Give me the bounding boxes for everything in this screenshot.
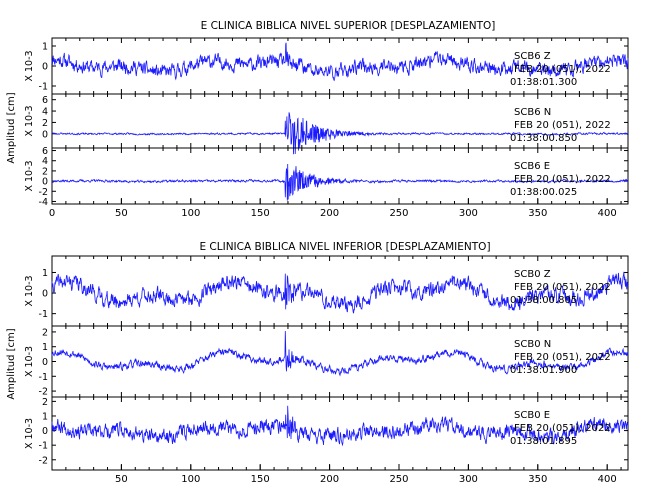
x-tick-label: 50 xyxy=(115,208,128,219)
station-label: SCB0 E xyxy=(514,410,550,421)
y-tick-label: 4 xyxy=(42,156,48,167)
station-label: SCB0 N xyxy=(514,339,551,350)
y-tick-label: -2 xyxy=(39,187,48,198)
panel-scb0-z: -1 0 1 X 10-3 SCB0 Z FEB 20 (051), 2022 01:38:… xyxy=(24,255,629,327)
panel-scale-label: X 10-3 xyxy=(24,105,35,136)
y-tick-label: -1 xyxy=(39,309,48,320)
panel-frame xyxy=(51,396,629,471)
x-tick-label: 400 xyxy=(598,208,617,219)
station-label: SCB6 Z xyxy=(514,51,551,62)
waveform-trace xyxy=(51,42,629,82)
x-tick-label: 300 xyxy=(459,208,478,219)
y-tick-label: -1 xyxy=(39,82,48,93)
station-label: SCB0 Z xyxy=(514,269,551,280)
chart-upper-level: E CLINICA BIBLICA NIVEL SUPERIOR [DESPLA… xyxy=(6,20,629,219)
y-tick-label: 0 xyxy=(42,357,48,368)
x-tick-label: 150 xyxy=(251,208,270,219)
panel-scb0-e: -2 -1 0 1 2 X 10-3 SCB0 E FEB 20 (051), 2022 01:… xyxy=(24,396,629,471)
y-tick-label: 1 xyxy=(42,411,48,422)
x-tick-label: 250 xyxy=(389,208,408,219)
y-tick-label: 2 xyxy=(42,118,48,129)
x-tick-label: 100 xyxy=(181,474,200,485)
panel-scale-label: X 10-3 xyxy=(24,346,35,377)
y-tick-label: 2 xyxy=(42,166,48,177)
date-label: FEB 20 (051), 2022 xyxy=(514,352,611,363)
x-tick-label: 0 xyxy=(49,208,55,219)
y-tick-label: 2 xyxy=(42,327,48,338)
panel-scb0-n: -2 -1 0 1 2 X 10-3 SCB0 N FEB 20 (051), 2022 01:… xyxy=(24,325,629,398)
y-tick-label: -2 xyxy=(39,455,48,466)
x-tick-label: 400 xyxy=(598,474,617,485)
chart-title: E CLINICA BIBLICA NIVEL SUPERIOR [DESPLA… xyxy=(201,20,496,32)
waveform-trace xyxy=(51,163,629,201)
chart-lower-level: E CLINICA BIBLICA NIVEL INFERIOR [DESPLA… xyxy=(6,241,629,485)
y-tick-label: 0 xyxy=(42,129,48,140)
x-tick-label: 200 xyxy=(320,474,339,485)
y-tick-label: 4 xyxy=(42,107,48,118)
y-tick-label: 0 xyxy=(42,177,48,188)
time-label: 01:38:00.850 xyxy=(510,133,577,144)
panel-scale-label: X 10-3 xyxy=(24,50,35,81)
panel-frame xyxy=(51,147,629,205)
y-tick-label: -1 xyxy=(39,441,48,452)
y-tick-label: -2 xyxy=(39,387,48,398)
y-axis-label: Amplitud [cm] xyxy=(6,328,17,399)
y-tick-label: 1 xyxy=(42,42,48,53)
waveform-trace xyxy=(51,405,629,447)
y-tick-label: -4 xyxy=(39,197,48,208)
date-label: FEB 20 (051), 2022 xyxy=(514,174,611,185)
y-tick-label: 2 xyxy=(42,397,48,408)
y-tick-label: 1 xyxy=(42,268,48,279)
date-label: FEB 20 (051), 2022 xyxy=(514,64,611,75)
station-label: SCB6 E xyxy=(514,161,550,172)
time-label: 01:38:01.300 xyxy=(510,77,577,88)
station-label: SCB6 N xyxy=(514,107,551,118)
x-tick-label: 300 xyxy=(459,474,478,485)
x-tick-label: 150 xyxy=(251,474,270,485)
panel-scale-label: X 10-3 xyxy=(24,418,35,449)
x-tick-label: 50 xyxy=(115,474,128,485)
y-axis-label: Amplitud [cm] xyxy=(6,92,17,163)
date-label: FEB 20 (051), 2022 xyxy=(514,282,611,293)
y-tick-label: 6 xyxy=(42,146,48,157)
panel-scale-label: X 10-3 xyxy=(24,160,35,191)
y-tick-label: 6 xyxy=(42,95,48,106)
y-tick-label: -1 xyxy=(39,372,48,383)
y-tick-label: 0 xyxy=(42,289,48,300)
x-tick-label: 250 xyxy=(389,474,408,485)
x-tick-label: 200 xyxy=(320,208,339,219)
date-label: FEB 20 (051), 2022 xyxy=(514,120,611,131)
date-label: FEB 20 (051), 2022 xyxy=(514,423,611,434)
time-label: 01:38:00.025 xyxy=(510,187,577,198)
panel-scb6-z: -1 0 1 X 10-3 SCB6 Z FEB 20 (051), 2022 01:38:… xyxy=(24,37,629,95)
x-tick-label: 100 xyxy=(181,208,200,219)
waveform-trace xyxy=(51,330,629,377)
time-label: 01:38:01.895 xyxy=(510,436,577,447)
waveform-trace xyxy=(51,112,629,155)
panel-scale-label: X 10-3 xyxy=(24,275,35,306)
chart-title: E CLINICA BIBLICA NIVEL INFERIOR [DESPLA… xyxy=(199,241,490,253)
y-tick-label: 1 xyxy=(42,342,48,353)
x-tick-label: 350 xyxy=(528,474,547,485)
time-label: 01:38:01.900 xyxy=(510,365,577,376)
x-axis: 50 100 150 200 250 300 350 400 xyxy=(115,464,617,485)
time-label: 01:38:00.805 xyxy=(510,295,577,306)
y-tick-label: 0 xyxy=(42,62,48,73)
waveform-trace xyxy=(51,271,629,314)
x-axis: 0 50 100 150 200 250 300 350 400 xyxy=(49,198,617,219)
y-tick-label: 0 xyxy=(42,426,48,437)
x-tick-label: 350 xyxy=(528,208,547,219)
